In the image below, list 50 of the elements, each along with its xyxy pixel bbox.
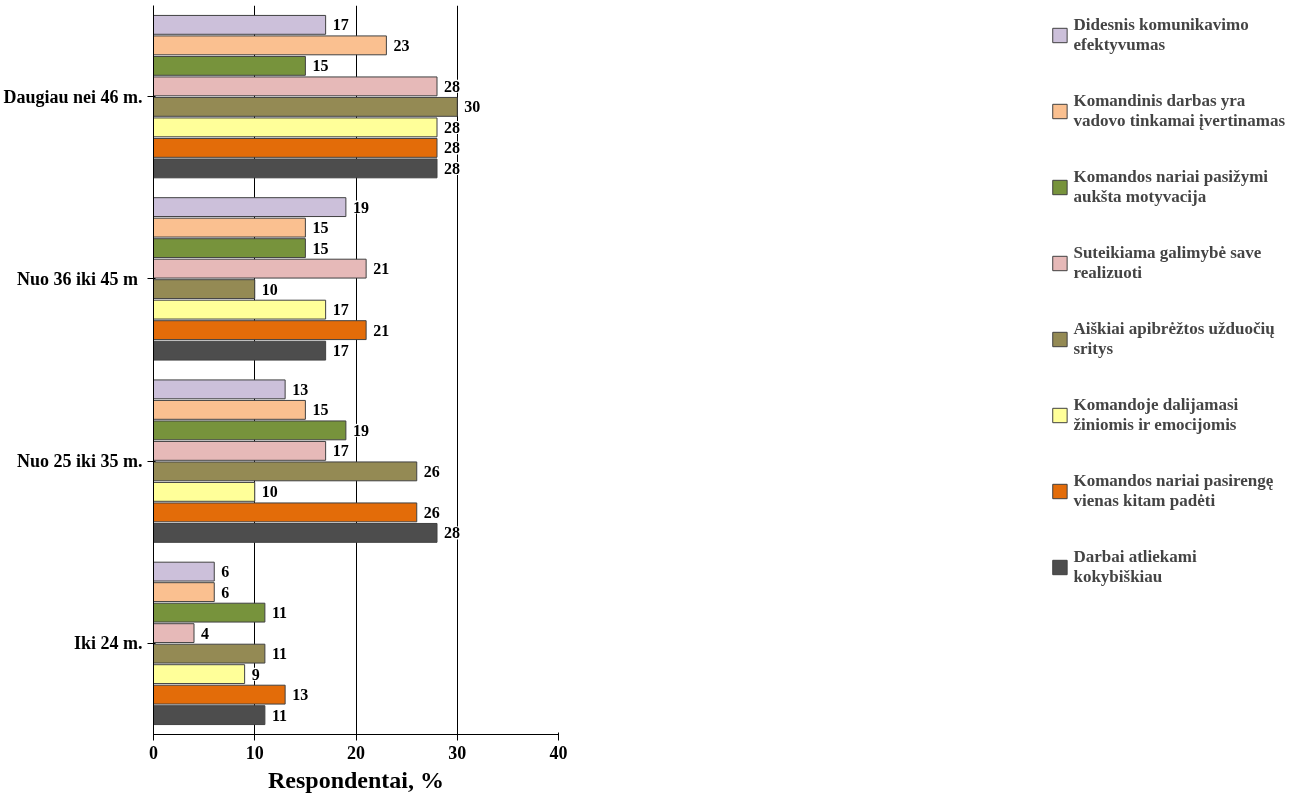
data-label: 15 [312, 57, 329, 75]
data-label: 15 [312, 239, 329, 257]
data-label: 30 [464, 98, 481, 116]
y-tick-label: Nuo 25 iki 35 m. [16, 451, 143, 472]
data-label: 28 [444, 159, 460, 177]
data-label: 9 [251, 665, 260, 683]
data-label: 17 [332, 301, 349, 319]
data-label: 17 [332, 342, 349, 360]
data-label: 28 [444, 77, 460, 95]
legend-label: Didesnis komunikavimo efektyvumas [1073, 15, 1249, 55]
data-label: 6 [221, 563, 230, 581]
x-axis-title: Respondentai, % [267, 766, 445, 793]
data-label: 21 [373, 321, 390, 339]
x-tick-label: 30 [448, 742, 467, 763]
data-label: 28 [444, 139, 460, 157]
legend-label: Aiškiai apibrėžtos užduočių sritys [1073, 319, 1275, 359]
x-tick-label: 10 [245, 742, 264, 763]
y-tick-label: Daugiau nei 46 m. [3, 86, 143, 107]
legend-label: Darbai atliekami kokybiškiau [1073, 547, 1197, 587]
data-label: 28 [444, 118, 460, 136]
data-label: 26 [423, 462, 440, 480]
x-tick-label: 20 [347, 742, 365, 763]
data-label: 19 [352, 421, 369, 439]
legend-label: Komandoje dalijamasi žiniomis ir emocijomis [1073, 395, 1239, 435]
data-label: 10 [261, 483, 278, 501]
data-label: 4 [201, 624, 209, 642]
data-label: 23 [393, 36, 410, 54]
data-label: 28 [444, 524, 460, 542]
data-label: 13 [292, 380, 309, 398]
data-label: 11 [271, 645, 287, 663]
data-label: 11 [271, 604, 287, 622]
data-label: 26 [423, 503, 440, 521]
data-label: 15 [312, 401, 329, 419]
data-label: 21 [373, 260, 390, 278]
data-label: 10 [261, 280, 278, 298]
legend-label: Komandos nariai pasirengę vienas kitam padėti [1073, 471, 1274, 511]
legend-label: Komandos nariai pasižymi aukšta motyvacija [1073, 167, 1269, 207]
data-label: 6 [221, 583, 230, 601]
x-tick-label: 0 [149, 742, 158, 763]
data-label: 19 [352, 198, 369, 216]
data-label: 11 [271, 706, 287, 724]
y-tick-label: Nuo 36 iki 45 m [16, 268, 139, 289]
data-label: 15 [312, 219, 329, 237]
y-tick-label: Iki 24 m. [73, 633, 143, 654]
data-label: 13 [292, 686, 309, 704]
legend-label: Komandinis darbas yra vadovo tinkamai įvertinamas [1073, 91, 1285, 131]
data-label: 17 [332, 442, 349, 460]
x-tick-label: 40 [549, 742, 568, 763]
legend-label: Suteikiama galimybė save realizuoti [1073, 243, 1262, 283]
data-label: 17 [332, 16, 349, 34]
